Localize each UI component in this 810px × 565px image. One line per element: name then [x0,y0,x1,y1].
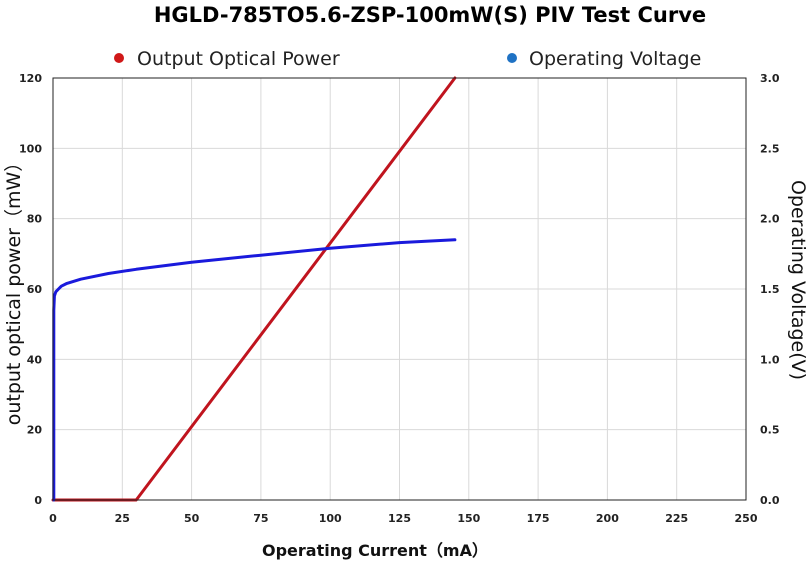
legend-label-output-optical-power: Output Optical Power [137,48,340,70]
y-tick-label: 0 [34,494,42,507]
y2-tick-label: 3.0 [760,72,780,85]
x-tick-label: 50 [184,512,200,525]
y2-tick-label: 1.0 [760,353,780,366]
x-tick-label: 125 [388,512,411,525]
y-tick-label: 80 [27,213,43,226]
grid [53,78,746,500]
legend-marker-operating-voltage [507,53,517,63]
x-tick-label: 175 [527,512,550,525]
x-tick-label: 75 [253,512,268,525]
y-tick-label: 20 [27,424,43,437]
legend-marker-output-optical-power [114,53,124,63]
x-tick-label: 150 [457,512,480,525]
y-tick-label: 120 [19,72,42,85]
x-tick-label: 0 [49,512,57,525]
y-tick-label: 100 [19,142,42,155]
y-tick-label: 40 [27,353,43,366]
plot-frame [52,77,747,501]
x-tick-label: 225 [665,512,688,525]
series-line-operating-voltage [52,238,457,502]
y2-axis-ticks: 0.0 0.5 1.0 1.5 2.0 2.5 3.0 [760,72,780,507]
y2-tick-label: 0.0 [760,494,780,507]
y-axis-label: output optical power（mW） [3,153,25,426]
y2-tick-label: 0.5 [760,424,780,437]
x-axis-label: Operating Current（mA） [262,541,488,560]
legend: Output Optical Power Operating Voltage [114,48,701,70]
y-axis-ticks: 0 20 40 60 80 100 120 [19,72,42,507]
y-tick-label: 60 [27,283,43,296]
x-tick-label: 100 [319,512,342,525]
y2-tick-label: 2.0 [760,213,780,226]
chart-title: HGLD-785TO5.6-ZSP-100mW(S) PIV Test Curv… [154,3,706,27]
y2-tick-label: 2.5 [760,142,780,155]
x-axis-ticks: 0 25 50 75 100 125 150 175 200 225 250 [49,512,758,525]
y2-axis-label: Operating Voltage(V) [787,180,809,380]
x-tick-label: 25 [115,512,130,525]
y2-tick-label: 1.5 [760,283,780,296]
x-tick-label: 200 [596,512,619,525]
legend-label-operating-voltage: Operating Voltage [529,48,701,70]
x-tick-label: 250 [735,512,758,525]
